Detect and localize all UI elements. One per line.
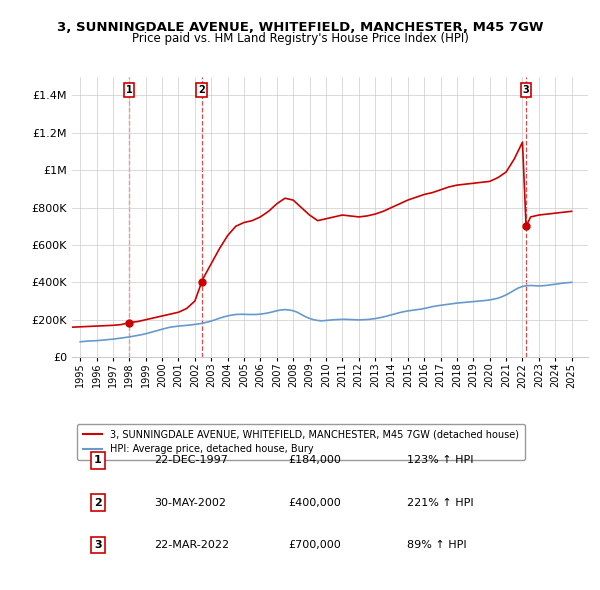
Text: Price paid vs. HM Land Registry's House Price Index (HPI): Price paid vs. HM Land Registry's House … — [131, 32, 469, 45]
Text: 1: 1 — [125, 85, 132, 95]
Text: £700,000: £700,000 — [289, 540, 341, 550]
Text: 1: 1 — [94, 455, 101, 466]
Text: 89% ↑ HPI: 89% ↑ HPI — [407, 540, 467, 550]
Text: £184,000: £184,000 — [289, 455, 341, 466]
Text: 22-MAR-2022: 22-MAR-2022 — [155, 540, 230, 550]
Text: 22-DEC-1997: 22-DEC-1997 — [155, 455, 229, 466]
Text: 30-MAY-2002: 30-MAY-2002 — [155, 498, 227, 508]
Text: 2: 2 — [94, 498, 101, 508]
Text: 2: 2 — [198, 85, 205, 95]
Text: 3: 3 — [94, 540, 101, 550]
Text: 3, SUNNINGDALE AVENUE, WHITEFIELD, MANCHESTER, M45 7GW: 3, SUNNINGDALE AVENUE, WHITEFIELD, MANCH… — [57, 21, 543, 34]
Text: £400,000: £400,000 — [289, 498, 341, 508]
Legend: 3, SUNNINGDALE AVENUE, WHITEFIELD, MANCHESTER, M45 7GW (detached house), HPI: Av: 3, SUNNINGDALE AVENUE, WHITEFIELD, MANCH… — [77, 424, 525, 460]
Text: 3: 3 — [523, 85, 529, 95]
Text: 123% ↑ HPI: 123% ↑ HPI — [407, 455, 474, 466]
Text: 221% ↑ HPI: 221% ↑ HPI — [407, 498, 474, 508]
